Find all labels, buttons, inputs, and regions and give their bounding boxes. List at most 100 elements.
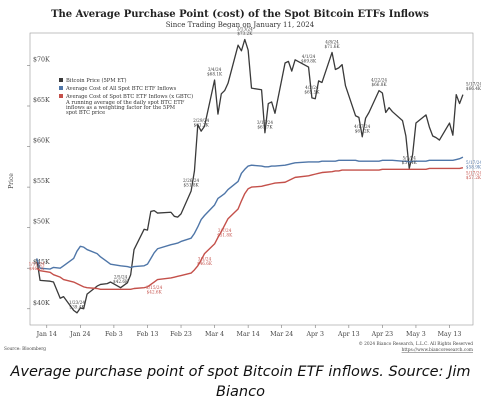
annotations: 1/11/24$46.1K1/23/24$39.4K2/5/24$42.6K2/… [29,26,481,309]
annotation-date: 3/1/24 [198,257,212,262]
annotation: 3/13/24$73.2K [237,26,254,35]
annotation-value: $61.2K [355,128,371,133]
annotation-date: 2/26/24 [183,178,199,183]
x-tick-label: Feb 13 [137,331,159,338]
y-tick-label: $60K [33,138,50,145]
x-tick-label: Jan 24 [69,331,90,338]
annotation-value: $46.1K [29,266,45,271]
y-axis: $40K $45K $50K $55K $60K $65K $70K [27,56,50,310]
average-cost-all-line [36,156,464,270]
annotation: 4/2/24$65.5K [304,85,320,95]
legend-note: A running average of the daily spot BTC … [65,100,185,116]
annotation: 3/4/24$68.1K [207,67,223,77]
annotation: 4/1/24$69.8K [301,54,317,64]
annotation-date: 1/11/24 [29,261,45,266]
annotation-value: $42.6K [147,290,163,295]
plot-frame [29,32,474,326]
chart: The Average Purchase Point (cost) of the… [0,0,481,362]
average-cost-x-gbtc-line [36,166,464,291]
annotation: 4/17/24$61.2K [354,124,371,134]
annotation: 2/15/24$42.6K [146,285,163,295]
annotation-date: 2/5/24 [114,275,128,280]
annotation: 3/1/24$46.6K [197,257,213,267]
annotation-value: $61.2K [194,123,210,128]
annotation-date: 5/17/24 [466,82,481,87]
legend-label-bitcoin-price: Bitcoin Price (5PM ET) [66,77,127,84]
chart-title: The Average Purchase Point (cost) of the… [51,9,429,20]
annotation-value: $61.7K [257,124,273,129]
x-tick-label: Mar 14 [237,331,260,338]
y-tick-label: $45K [33,259,50,266]
y-tick-label: $55K [33,178,50,185]
annotation-date: 5/17/24 [466,160,481,165]
annotation-date: 2/15/24 [146,285,162,290]
annotation-date: 3/19/24 [257,120,273,125]
x-axis: Jan 14 Jan 24 Feb 3 Feb 13 Feb 23 Mar 4 Mar 14… [36,325,462,338]
annotation-value: $66.8K [371,82,387,87]
annotation: 3/7/24$51.8K [217,228,233,238]
annotation-value: $51.8K [217,233,233,238]
annotation-date: 2/29/24 [193,118,209,123]
annotation: 5/17/24$66.4K [466,82,481,92]
annotation-date: 4/8/24 [325,39,339,44]
legend-swatch-average-cost-all [59,86,63,90]
x-tick-label: Apr 3 [305,331,324,338]
figure-caption: Average purchase point of spot Bitcoin E… [10,364,471,400]
annotation-date: 4/1/24 [302,54,316,59]
annotation-date: 3/13/24 [237,26,253,31]
x-tick-label: Feb 23 [170,331,192,338]
x-tick-label: Mar 4 [205,331,224,338]
annotation-value: $65.5K [304,89,320,94]
annotation-value: $39.4K [69,304,85,309]
annotation: 1/11/24$46.1K [29,261,46,271]
chart-background [0,0,481,362]
annotation-date: 5/1/24 [402,155,416,160]
x-tick-label: Mar 24 [270,331,293,338]
annotation-value: $71.6K [324,44,340,49]
annotation-value: $68.1K [207,72,223,77]
annotation-value: $58.9K [466,165,481,170]
legend: Bitcoin Price (5PM ET) Average Cost of A… [59,77,193,116]
copyright-note: © 2024 Bianco Research, L.L.C. All Right… [359,341,474,347]
x-tick-label: Feb 3 [105,331,123,338]
legend-swatch-average-cost-x-gbtc [59,94,63,98]
annotation: 1/23/24$39.4K [69,300,86,310]
x-tick-label: May 3 [406,331,426,338]
annotation: 4/8/24$71.6K [324,39,340,49]
source-link[interactable]: https://www.biancoresearch.com [402,348,473,353]
y-axis-label: Price [8,173,15,189]
annotation-date: 4/22/24 [371,78,387,83]
annotation-value: $46.6K [197,261,213,266]
y-tick-label: $50K [33,219,50,226]
annotation: 3/19/24$61.7K [257,120,274,129]
annotation: 2/26/24$51.8K [183,178,200,188]
legend-label-average-cost-all: Average Cost of All Spot BTC ETF Inflows [65,86,177,92]
annotation-date: 3/7/24 [218,228,232,233]
source-note: Source: Bloomberg [4,347,46,352]
annotation-value: $57.2K [466,175,481,180]
annotation-value: $57.4K [402,160,418,165]
y-tick-label: $65K [33,97,50,104]
y-tick-label: $70K [33,56,50,63]
x-tick-label: Apr 13 [337,331,360,338]
annotation-value: $69.8K [301,59,317,64]
legend-label-average-cost-x-gbtc: Average Cost of Spot BTC ETF Inflows (x … [65,93,193,100]
annotation-date: 4/2/24 [305,85,319,90]
annotation: 2/29/24$61.2K [193,118,210,128]
annotation-value: $66.4K [466,86,481,91]
annotation-value: $51.8K [184,183,200,188]
annotation-date: 1/23/24 [69,300,85,305]
x-tick-label: Jan 14 [36,331,57,338]
annotation-value: $42.6K [113,279,129,284]
x-tick-label: Apr 23 [371,331,394,338]
chart-subtitle: Since Trading Began on January 11, 2024 [166,21,315,29]
annotation-date: 3/4/24 [208,67,222,72]
annotation-value: $73.2K [237,31,253,36]
series-lines [36,38,464,314]
annotation: 4/22/24$66.8K [371,78,388,88]
annotation: 5/17/24$57.2K [466,171,481,181]
bitcoin-price-line [36,38,464,314]
x-tick-label: May 13 [438,331,462,338]
annotation: 5/1/24$57.4K [402,155,418,165]
annotation: 5/17/24$58.9K [466,160,481,170]
